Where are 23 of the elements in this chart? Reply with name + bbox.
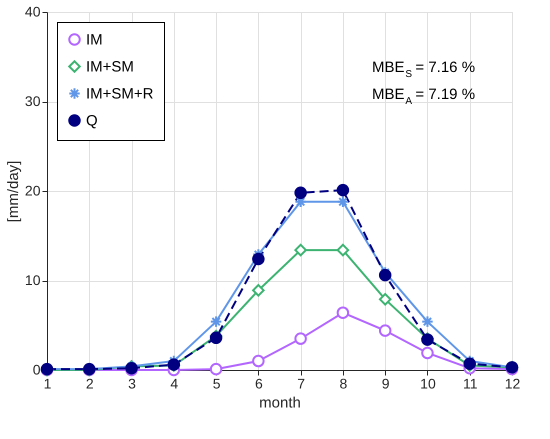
y-tick-label: 0 bbox=[32, 362, 41, 378]
x-tick-label: 11 bbox=[462, 376, 478, 392]
legend-label: Q bbox=[86, 112, 98, 130]
x-tick-label: 1 bbox=[44, 376, 52, 392]
x-tick-label: 12 bbox=[504, 376, 520, 392]
x-tick-label: 5 bbox=[212, 376, 221, 392]
x-tick-label: 7 bbox=[297, 376, 306, 392]
x-tick-label: 4 bbox=[170, 376, 178, 392]
x-tick-label: 10 bbox=[420, 376, 436, 392]
x-axis-title: month bbox=[259, 394, 301, 412]
x-tick-label: 2 bbox=[86, 376, 94, 392]
x-tick-label: 3 bbox=[128, 376, 136, 392]
x-tick-label: 9 bbox=[382, 376, 390, 392]
legend-label: IM bbox=[86, 32, 103, 48]
x-tick-label: 8 bbox=[340, 376, 348, 392]
x-tick-label: 6 bbox=[254, 376, 263, 392]
y-tick-label: 30 bbox=[24, 93, 41, 109]
legend-label: IM+SM bbox=[86, 58, 134, 76]
legend-label: IM+SM+R bbox=[86, 86, 154, 102]
y-tick-label: 20 bbox=[24, 182, 41, 198]
y-axis-title: [mm/day] bbox=[4, 160, 22, 222]
y-tick-label: 10 bbox=[24, 272, 41, 288]
y-tick-label: 40 bbox=[24, 4, 41, 20]
